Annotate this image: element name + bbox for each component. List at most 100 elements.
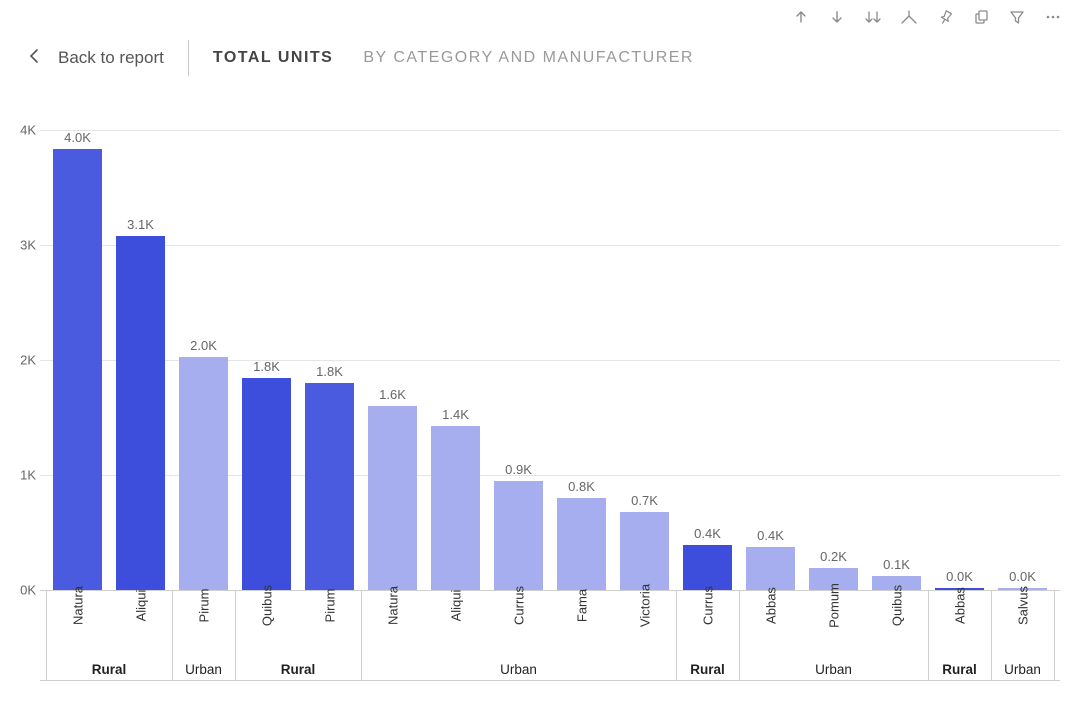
bar[interactable] (305, 383, 354, 590)
bar[interactable] (557, 498, 606, 590)
fork-icon[interactable] (900, 8, 918, 26)
x-label-slot: Salvus (991, 592, 1054, 658)
bar-data-label: 2.0K (190, 338, 217, 353)
bar-slot: 3.1K (109, 130, 172, 590)
x-label: Abbas (952, 587, 967, 624)
y-tick-label: 4K (6, 123, 36, 138)
group-separator (172, 590, 173, 680)
bar[interactable] (179, 357, 228, 590)
group-separator (46, 590, 47, 680)
bottom-axis (40, 680, 1060, 681)
bar-data-label: 4.0K (64, 130, 91, 145)
pin-icon[interactable] (936, 8, 954, 26)
x-label: Pirum (196, 589, 211, 623)
bar-data-label: 0.1K (883, 557, 910, 572)
bar[interactable] (494, 481, 543, 590)
bar[interactable] (53, 149, 102, 590)
double-arrow-down-icon[interactable] (864, 8, 882, 26)
bar-slot: 0.4K (676, 130, 739, 590)
group-label: Rural (46, 658, 172, 680)
group-separator (1054, 590, 1055, 680)
group-separator (676, 590, 677, 680)
x-label-slot: Currus (487, 592, 550, 658)
filter-icon[interactable] (1008, 8, 1026, 26)
bar-data-label: 1.4K (442, 407, 469, 422)
bar[interactable] (116, 236, 165, 590)
bar-slot: 1.4K (424, 130, 487, 590)
group-label: Urban (739, 658, 928, 680)
bar-slot: 1.8K (298, 130, 361, 590)
x-label-slot: Pirum (172, 592, 235, 658)
y-tick-label: 2K (6, 353, 36, 368)
more-icon[interactable] (1044, 8, 1062, 26)
x-label: Currus (511, 586, 526, 625)
arrow-up-icon[interactable] (792, 8, 810, 26)
x-label: Fama (574, 589, 589, 622)
x-label: Natura (70, 586, 85, 625)
bar-data-label: 0.0K (946, 569, 973, 584)
page-title: TOTAL UNITS (213, 49, 334, 67)
y-tick-label: 3K (6, 238, 36, 253)
bar-slot: 0.0K (991, 130, 1054, 590)
bar-data-label: 0.0K (1009, 569, 1036, 584)
group-label: Urban (172, 658, 235, 680)
back-chevron-icon[interactable] (28, 48, 40, 69)
x-label-slot: Currus (676, 592, 739, 658)
header: Back to report TOTAL UNITS BY CATEGORY A… (28, 40, 694, 76)
x-label: Currus (700, 586, 715, 625)
group-label: Urban (361, 658, 676, 680)
bar-slot: 0.8K (550, 130, 613, 590)
x-label-slot: Quibus (865, 592, 928, 658)
group-label: Rural (676, 658, 739, 680)
bar-slot: 1.8K (235, 130, 298, 590)
bar-data-label: 1.8K (253, 359, 280, 374)
y-tick-label: 1K (6, 468, 36, 483)
x-label-slot: Pirum (298, 592, 361, 658)
bar-slot: 0.7K (613, 130, 676, 590)
group-label: Rural (235, 658, 361, 680)
x-label-slot: Natura (361, 592, 424, 658)
bar-data-label: 0.7K (631, 493, 658, 508)
x-label: Pirum (322, 589, 337, 623)
bar-slot: 0.4K (739, 130, 802, 590)
x-label-slot: Aliqui (424, 592, 487, 658)
group-separator (235, 590, 236, 680)
bar-slot: 0.1K (865, 130, 928, 590)
bar-data-label: 1.8K (316, 364, 343, 379)
group-separator (739, 590, 740, 680)
bar[interactable] (746, 547, 795, 590)
bar-data-label: 0.8K (568, 479, 595, 494)
x-label: Salvus (1015, 586, 1030, 625)
bar-data-label: 1.6K (379, 387, 406, 402)
arrow-down-icon[interactable] (828, 8, 846, 26)
x-label: Aliqui (133, 590, 148, 622)
plot-area: 0K1K2K3K4K4.0K3.1K2.0K1.8K1.8K1.6K1.4K0.… (40, 130, 1060, 590)
bar-data-label: 0.2K (820, 549, 847, 564)
group-label: Urban (991, 658, 1054, 680)
bar-data-label: 3.1K (127, 217, 154, 232)
bar[interactable] (242, 378, 291, 590)
copy-icon[interactable] (972, 8, 990, 26)
page-subtitle: BY CATEGORY AND MANUFACTURER (363, 49, 694, 67)
bar[interactable] (620, 512, 669, 590)
group-separator (991, 590, 992, 680)
group-separator (928, 590, 929, 680)
x-label-slot: Abbas (739, 592, 802, 658)
bar-data-label: 0.9K (505, 462, 532, 477)
bar-data-label: 0.4K (694, 526, 721, 541)
x-label: Quibus (259, 585, 274, 626)
x-label-slot: Natura (46, 592, 109, 658)
separator (188, 40, 189, 76)
bar-slot: 0.2K (802, 130, 865, 590)
bars: 4.0K 3.1K 2.0K 1.8K 1.8K 1.6K 1.4K 0.9K 0.8K 0.7K… (40, 130, 1060, 590)
x-label: Victoria (637, 584, 652, 627)
bar[interactable] (683, 545, 732, 590)
back-link[interactable]: Back to report (58, 48, 164, 68)
group-separator (361, 590, 362, 680)
bar-slot: 0.0K (928, 130, 991, 590)
bar-slot: 2.0K (172, 130, 235, 590)
x-label: Aliqui (448, 590, 463, 622)
bar-slot: 0.9K (487, 130, 550, 590)
bar[interactable] (368, 406, 417, 590)
bar[interactable] (431, 426, 480, 590)
